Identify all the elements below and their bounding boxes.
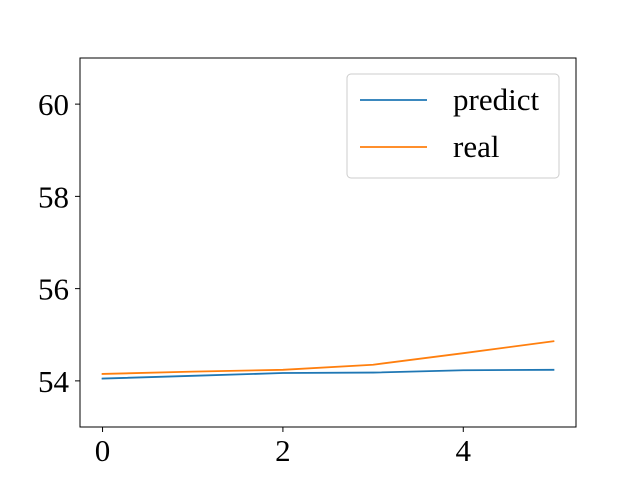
legend-label-real: real (453, 129, 499, 164)
x-tick-label: 4 (456, 433, 472, 468)
x-tick-label: 0 (95, 433, 111, 468)
y-tick-label: 54 (38, 364, 70, 399)
legend: predict real (346, 73, 560, 179)
y-tick-label: 56 (38, 272, 69, 307)
y-tick-label: 60 (38, 87, 69, 122)
y-tick-label: 58 (38, 179, 69, 214)
y-axis: 54 56 58 60 (38, 87, 80, 399)
x-tick-label: 2 (275, 433, 291, 468)
series-line-real (101, 340, 555, 375)
legend-label-predict: predict (453, 82, 539, 117)
series-line-predict (101, 368, 555, 380)
plot-frame (79, 57, 577, 428)
series-layer (101, 340, 555, 380)
x-axis: 0 2 4 (95, 427, 472, 468)
